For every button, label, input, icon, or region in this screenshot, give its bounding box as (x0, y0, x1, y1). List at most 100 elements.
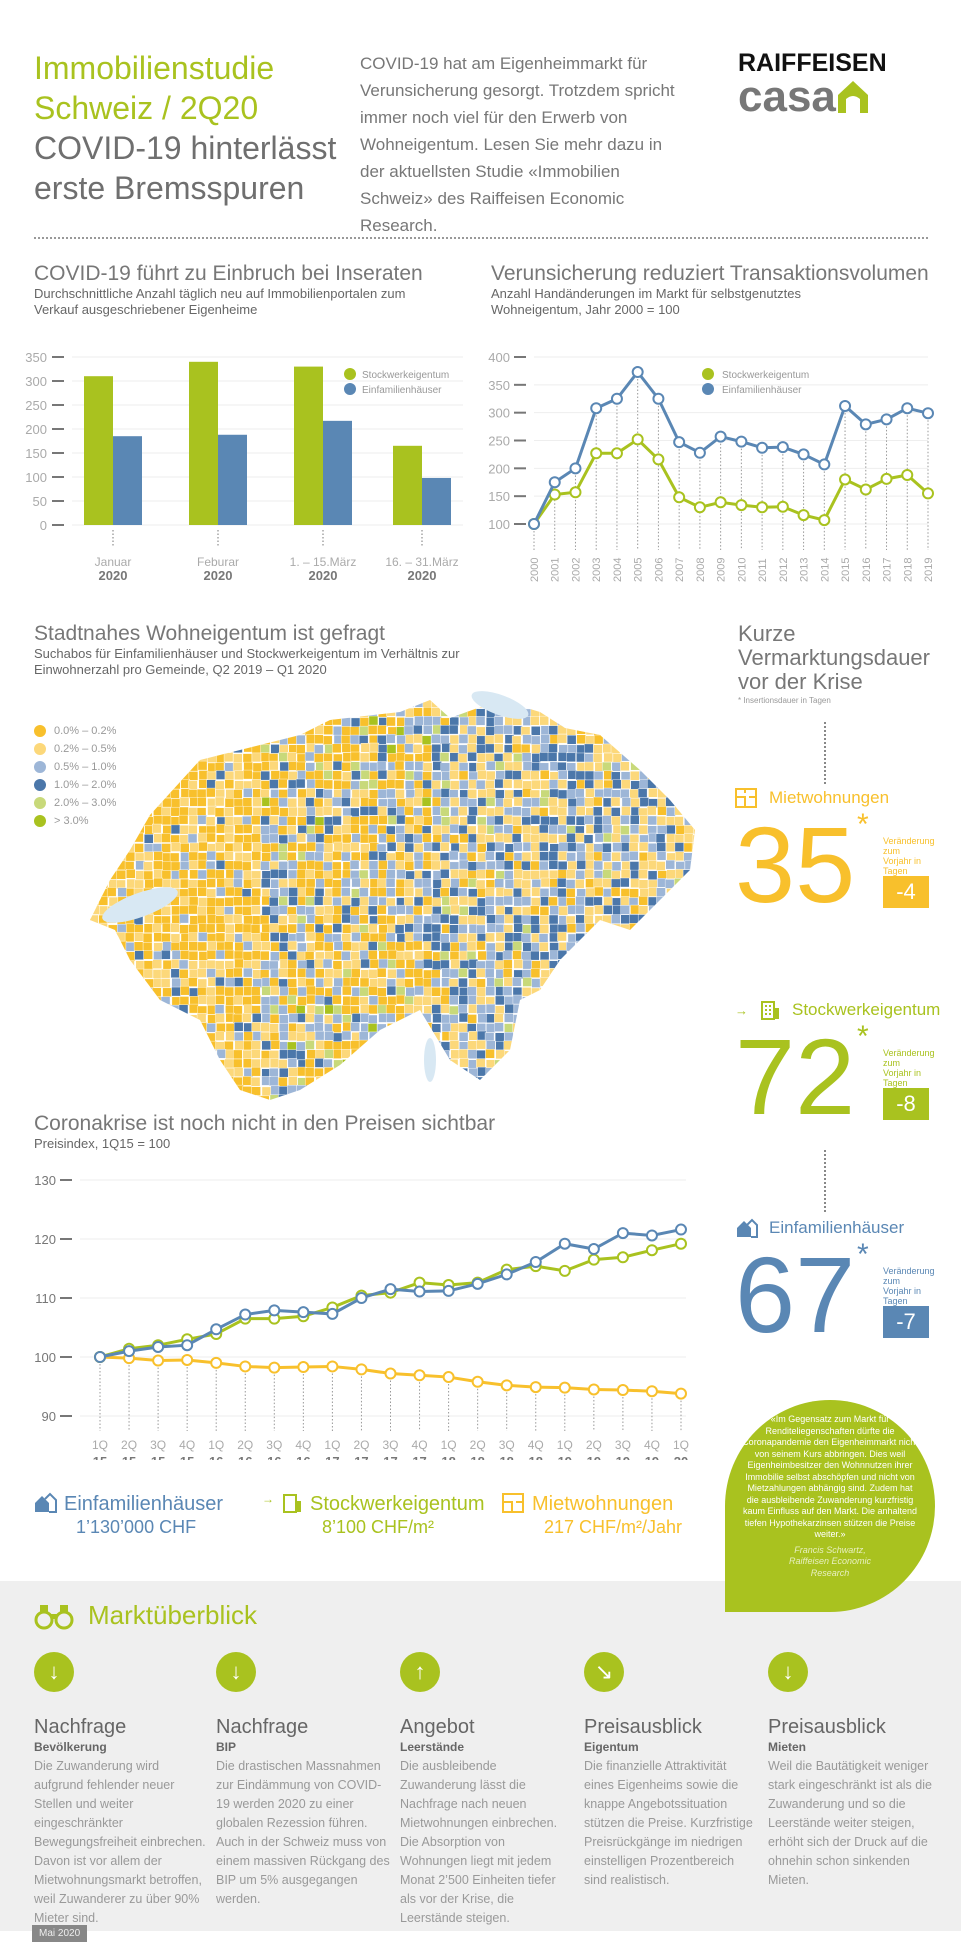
data-point (355, 1292, 368, 1304)
municipality (513, 779, 523, 789)
marketing-item: Mietwohnungen 35 * Veränderung zum Vorja… (735, 788, 950, 928)
municipality (530, 1094, 541, 1100)
municipality (683, 1039, 693, 1050)
municipality (287, 852, 297, 862)
municipality (568, 681, 577, 690)
municipality (385, 877, 396, 888)
municipality (637, 1094, 648, 1100)
x-tick-label: 2008 (695, 558, 707, 582)
municipality (530, 860, 540, 871)
municipality (649, 1104, 658, 1113)
municipality (593, 896, 603, 907)
municipality (216, 700, 226, 708)
municipality (458, 770, 469, 781)
municipality (439, 869, 450, 879)
municipality (350, 751, 361, 762)
municipality (368, 700, 378, 708)
municipality (459, 859, 469, 870)
municipality (422, 996, 432, 1006)
municipality (133, 1077, 144, 1087)
municipality (576, 734, 586, 745)
municipality (557, 896, 568, 907)
municipality (594, 968, 604, 978)
municipality (439, 913, 450, 924)
municipality (180, 985, 190, 996)
municipality (251, 1086, 261, 1096)
x-year-label: 15 (151, 1454, 165, 1460)
x-year-label: 16 (209, 1454, 223, 1460)
municipality (603, 1014, 614, 1024)
municipality (216, 734, 226, 744)
municipality (432, 879, 443, 889)
municipality (214, 960, 225, 970)
municipality (484, 968, 495, 979)
municipality (333, 905, 343, 915)
municipality (423, 707, 433, 717)
municipality (611, 807, 621, 817)
municipality (684, 680, 693, 689)
municipality (522, 1086, 532, 1096)
municipality (593, 851, 603, 862)
municipality (531, 744, 541, 754)
municipality (656, 1041, 667, 1051)
municipality (431, 923, 442, 934)
municipality (449, 995, 459, 1005)
municipality (142, 933, 153, 943)
municipality (90, 1014, 100, 1024)
municipality (468, 888, 478, 898)
municipality (448, 1059, 459, 1069)
municipality (441, 816, 451, 826)
municipality (269, 1004, 280, 1015)
municipality (367, 834, 378, 844)
municipality (80, 1014, 89, 1023)
municipality (116, 1049, 127, 1059)
municipality (566, 1093, 576, 1100)
municipality (458, 708, 469, 719)
municipality (421, 735, 432, 745)
municipality (190, 1103, 199, 1112)
municipality (640, 681, 649, 690)
data-point (384, 1283, 397, 1296)
municipality (494, 960, 505, 970)
municipality (98, 843, 108, 853)
municipality (315, 987, 325, 997)
municipality (693, 1076, 695, 1087)
municipality (504, 1112, 513, 1120)
municipality (378, 1059, 388, 1069)
municipality (333, 940, 344, 951)
municipality (395, 958, 406, 969)
municipality (648, 977, 658, 988)
municipality (520, 744, 531, 754)
municipality (188, 904, 198, 915)
municipality (683, 879, 693, 889)
municipality (657, 798, 667, 808)
municipality (467, 798, 478, 808)
municipality (403, 1049, 414, 1059)
municipality (134, 798, 144, 808)
municipality (602, 978, 613, 989)
municipality (206, 950, 217, 960)
data-point (776, 500, 789, 513)
municipality (611, 959, 622, 969)
municipality (531, 779, 541, 790)
municipality (637, 1040, 648, 1050)
municipality (656, 906, 667, 916)
municipality (386, 700, 396, 709)
municipality (189, 700, 199, 709)
municipality (369, 915, 379, 926)
municipality (170, 968, 181, 979)
municipality (153, 752, 164, 762)
municipality (575, 904, 585, 915)
municipality (215, 842, 225, 852)
municipality (575, 1005, 586, 1015)
municipality (180, 1049, 191, 1060)
municipality (576, 995, 586, 1005)
municipality (675, 825, 686, 835)
municipality (288, 896, 298, 906)
municipality (395, 1013, 406, 1023)
municipality (358, 869, 369, 880)
municipality (585, 968, 595, 978)
change-label: Veränderung zum Vorjahr in Tagen (883, 836, 935, 876)
municipality (539, 797, 549, 807)
municipality (278, 861, 288, 871)
